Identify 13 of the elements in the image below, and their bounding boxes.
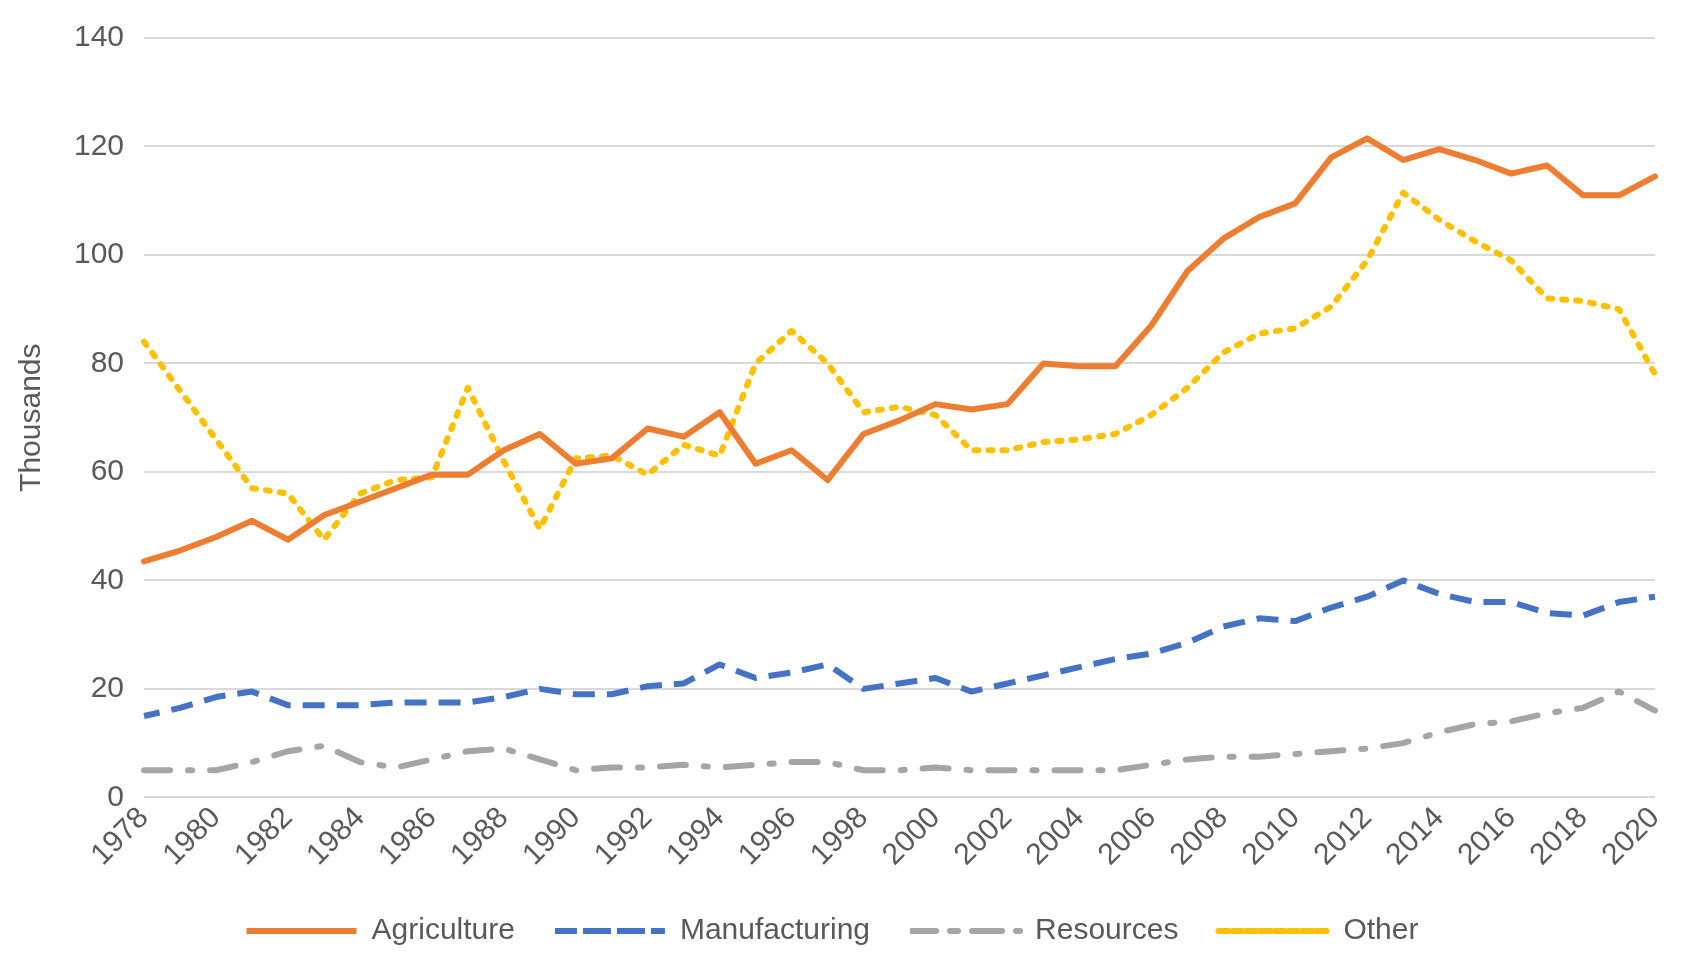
legend-label: Other (1343, 912, 1419, 946)
y-tick-label: 60 (90, 453, 125, 487)
legend-label: Agriculture (371, 912, 515, 946)
legend-label: Manufacturing (679, 912, 871, 946)
y-tick-label: 40 (90, 561, 125, 595)
y-tick-label: 100 (73, 236, 125, 270)
y-tick-label: 0 (107, 778, 125, 812)
y-axis-title: Thousands (13, 343, 47, 492)
y-tick-label: 20 (90, 670, 125, 704)
y-tick-label: 120 (73, 127, 125, 161)
y-tick-label: 80 (90, 344, 125, 378)
y-tick-label: 140 (73, 19, 125, 53)
legend-label: Resources (1035, 912, 1179, 946)
